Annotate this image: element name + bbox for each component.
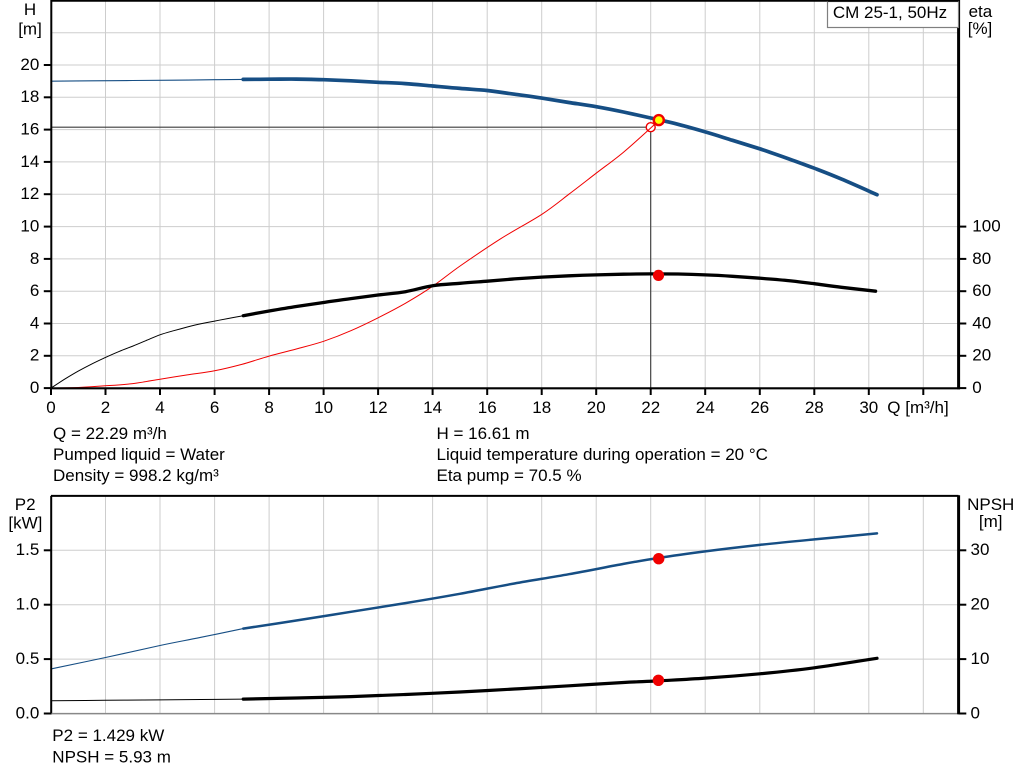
svg-text:eta: eta [969, 2, 993, 21]
svg-text:20: 20 [971, 595, 990, 614]
svg-text:0: 0 [46, 398, 55, 417]
svg-text:CM 25-1, 50Hz: CM 25-1, 50Hz [833, 3, 947, 22]
svg-text:P2 = 1.429 kW: P2 = 1.429 kW [52, 726, 164, 745]
svg-text:28: 28 [805, 398, 824, 417]
svg-text:10: 10 [314, 398, 333, 417]
svg-text:2: 2 [101, 398, 110, 417]
svg-text:8: 8 [30, 249, 39, 268]
svg-text:10: 10 [971, 649, 990, 668]
svg-text:26: 26 [750, 398, 769, 417]
svg-text:24: 24 [696, 398, 715, 417]
svg-text:1.0: 1.0 [16, 595, 40, 614]
svg-text:0: 0 [971, 703, 980, 722]
svg-text:Q [m³/h]: Q [m³/h] [887, 398, 948, 417]
svg-text:4: 4 [155, 398, 164, 417]
svg-text:0.0: 0.0 [16, 703, 40, 722]
svg-text:14: 14 [20, 152, 39, 171]
svg-text:20: 20 [587, 398, 606, 417]
svg-text:Eta pump = 70.5 %: Eta pump = 70.5 % [437, 466, 582, 485]
svg-text:10: 10 [20, 217, 39, 236]
svg-text:Liquid temperature during oper: Liquid temperature during operation = 20… [437, 445, 768, 464]
svg-text:[m]: [m] [18, 19, 42, 38]
svg-text:Density = 998.2 kg/m³: Density = 998.2 kg/m³ [53, 466, 219, 485]
svg-text:4: 4 [30, 313, 39, 332]
svg-text:40: 40 [972, 313, 991, 332]
svg-text:20: 20 [20, 55, 39, 74]
svg-text:16: 16 [20, 120, 39, 139]
svg-text:18: 18 [20, 87, 39, 106]
svg-text:6: 6 [30, 281, 39, 300]
svg-text:[%]: [%] [968, 19, 993, 38]
svg-text:12: 12 [369, 398, 388, 417]
svg-text:18: 18 [532, 398, 551, 417]
svg-text:0: 0 [30, 378, 39, 397]
svg-text:8: 8 [264, 398, 273, 417]
svg-text:14: 14 [423, 398, 442, 417]
svg-text:2: 2 [30, 346, 39, 365]
svg-text:100: 100 [972, 217, 1000, 236]
svg-text:H: H [24, 0, 36, 19]
svg-text:1.5: 1.5 [16, 540, 40, 559]
svg-text:[kW]: [kW] [8, 513, 42, 532]
svg-text:NPSH: NPSH [967, 495, 1014, 514]
svg-text:Q = 22.29 m³/h: Q = 22.29 m³/h [53, 424, 167, 443]
svg-text:NPSH = 5.93 m: NPSH = 5.93 m [52, 747, 171, 766]
svg-text:0.5: 0.5 [16, 649, 40, 668]
svg-text:30: 30 [971, 540, 990, 559]
svg-text:0: 0 [972, 378, 981, 397]
svg-text:20: 20 [972, 346, 991, 365]
svg-text:P2: P2 [15, 495, 36, 514]
svg-text:6: 6 [210, 398, 219, 417]
svg-text:80: 80 [972, 249, 991, 268]
svg-text:22: 22 [641, 398, 660, 417]
svg-text:60: 60 [972, 281, 991, 300]
svg-text:16: 16 [478, 398, 497, 417]
svg-text:[m]: [m] [979, 512, 1003, 531]
svg-text:Pumped liquid = Water: Pumped liquid = Water [53, 445, 225, 464]
svg-text:12: 12 [20, 184, 39, 203]
svg-text:30: 30 [859, 398, 878, 417]
svg-text:H = 16.61 m: H = 16.61 m [437, 424, 530, 443]
